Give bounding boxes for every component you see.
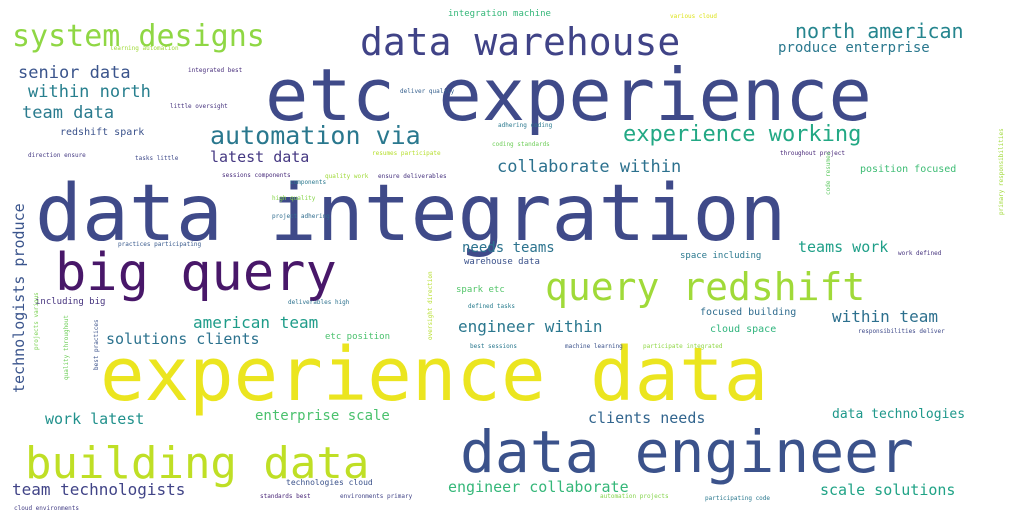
word-oversight-direction: oversight direction [427,271,434,340]
word-big-query: big query [55,243,337,303]
word-adhering-coding: adhering coding [498,122,553,129]
word-data-engineer: data engineer [460,418,914,486]
word-projects-various: projects various [33,292,40,350]
word-etc-experience: etc experience [265,53,872,137]
word-teams-work: teams work [798,238,888,256]
word-project-adhering: project adhering [272,213,330,220]
word-practices-participating: practices participating [118,241,201,248]
word-tasks-little: tasks little [135,155,179,162]
word-north-american: north american [795,19,964,43]
word-responsibilities-deliver: responsibilities deliver [858,328,945,335]
word-produce-enterprise: produce enterprise [778,40,930,56]
word-experience-working: experience working [623,122,861,147]
word-group: data integration experience data etc exper… [10,9,1005,512]
word-direction-ensure: direction ensure [28,152,86,159]
word-warehouse-data: warehouse data [464,257,540,267]
word-technologies-cloud: technologies cloud [286,478,373,487]
word-american-team: american team [193,313,318,332]
word-participate-integrated: participate integrated [643,343,723,350]
word-engineer-within: engineer within [458,317,603,336]
word-components: components [290,179,327,186]
word-solutions-clients: solutions clients [106,330,260,348]
word-spark-etc: spark etc [456,285,505,295]
word-quality-work: quality work [325,173,369,180]
word-machine-learning: machine learning [565,343,623,350]
word-technologists-produce: technologists produce [10,203,28,393]
word-code-resumes: code resumes [825,151,832,195]
word-clients-needs: clients needs [588,409,705,427]
word-integration-machine: integration machine [448,9,551,19]
word-sessions-components: sessions components [222,172,291,179]
word-building-data: building data [25,438,369,489]
word-experience-data: experience data [100,332,768,418]
word-including-big: including big [35,297,105,307]
word-deliverables-high: deliverables high [288,299,350,306]
word-query-redshift: query redshift [545,265,865,309]
word-needs-teams: needs teams [462,240,555,256]
word-participating-code: participating code [705,495,770,502]
word-integrated-best: integrated best [188,67,243,74]
word-data-integration: data integration [35,169,786,259]
word-automation-projects: automation projects [600,493,669,500]
word-engineer-collaborate: engineer collaborate [448,478,629,496]
word-redshift-spark: redshift spark [60,127,144,138]
word-resumes-participate: resumes participate [372,150,441,157]
word-space-including: space including [680,251,761,261]
word-primary-responsibilities: primary responsibilities [998,128,1005,215]
word-ensure-deliverables: ensure deliverables [378,173,447,180]
word-cloud-environments: cloud environments [14,505,79,512]
word-deliver-quality: deliver quality [400,88,455,95]
word-collaborate-within: collaborate within [497,157,681,177]
word-team-technologists: team technologists [12,480,185,499]
word-team-data: team data [22,103,114,123]
word-coding-standards: coding standards [492,141,550,148]
word-cloud-space: cloud space [710,324,776,335]
word-data-warehouse: data warehouse [360,20,680,64]
word-system-designs: system designs [12,19,265,54]
word-little-oversight: little oversight [170,103,228,110]
word-within-team: within team [832,307,938,326]
word-best-sessions: best sessions [470,343,517,350]
word-work-defined: work defined [898,250,942,257]
word-work-latest: work latest [45,410,144,428]
word-standards-best: standards best [260,493,311,500]
word-scale-solutions: scale solutions [820,481,955,499]
word-quality-throughout: quality throughout [63,315,70,380]
word-within-north: within north [28,82,151,102]
word-automation-via: automation via [210,121,421,150]
word-enterprise-scale: enterprise scale [255,408,390,424]
word-defined-tasks: defined tasks [468,303,515,310]
word-data-technologies: data technologies [832,407,965,422]
word-latest-data: latest data [210,148,309,166]
word-focused-building: focused building [700,307,796,318]
word-high-quality: high quality [272,195,316,202]
word-various-cloud: various cloud [670,13,717,20]
word-learning-automation: learning automation [110,45,179,52]
word-throughout-project: throughout project [780,150,845,157]
word-senior-data: senior data [18,63,131,83]
word-best-practices: best practices [93,319,100,370]
word-position-focused: position focused [860,164,956,175]
word-environments-primary: environments primary [340,493,413,500]
word-etc-position: etc position [325,332,390,342]
